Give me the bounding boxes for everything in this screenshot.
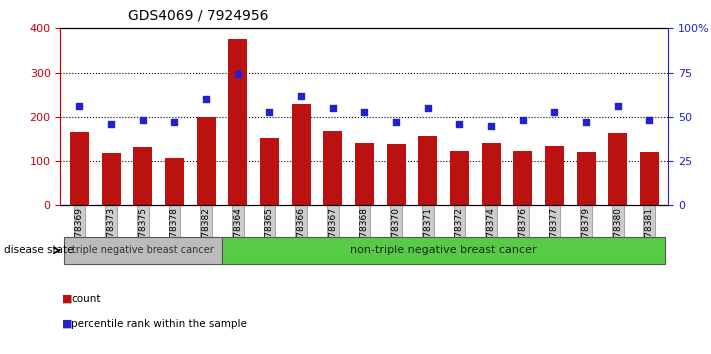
Text: ■: ■ [62,319,73,329]
Point [612,103,624,109]
Bar [450,151,469,205]
Bar [133,147,152,205]
Bar [292,104,311,205]
Text: ■: ■ [62,294,73,304]
Text: triple negative breast cancer: triple negative breast cancer [72,245,213,256]
Bar [640,152,659,205]
Text: disease state: disease state [4,245,73,256]
Point [517,118,528,123]
Bar [513,151,533,205]
Point [137,118,149,123]
Point [169,119,180,125]
Point [358,109,370,114]
Bar [577,152,596,205]
Point [232,72,243,77]
Bar [418,136,437,205]
Point [295,93,306,98]
Point [74,103,85,109]
Bar [324,131,342,205]
Point [643,118,655,123]
Bar [70,132,89,205]
Text: GDS4069 / 7924956: GDS4069 / 7924956 [128,9,269,23]
Text: count: count [71,294,100,304]
Point [580,119,592,125]
Point [422,105,434,111]
Point [454,121,465,127]
Point [201,96,212,102]
Point [549,109,560,114]
Bar [102,153,121,205]
Bar [355,143,374,205]
Bar [545,147,564,205]
Bar [228,39,247,205]
Bar [481,143,501,205]
Bar [196,117,215,205]
Bar [165,159,184,205]
Point [264,109,275,114]
Point [486,123,497,129]
Point [105,121,117,127]
Bar [608,133,627,205]
Text: non-triple negative breast cancer: non-triple negative breast cancer [351,245,537,256]
Text: percentile rank within the sample: percentile rank within the sample [71,319,247,329]
Bar [260,138,279,205]
Bar [387,144,405,205]
Point [327,105,338,111]
Point [390,119,402,125]
